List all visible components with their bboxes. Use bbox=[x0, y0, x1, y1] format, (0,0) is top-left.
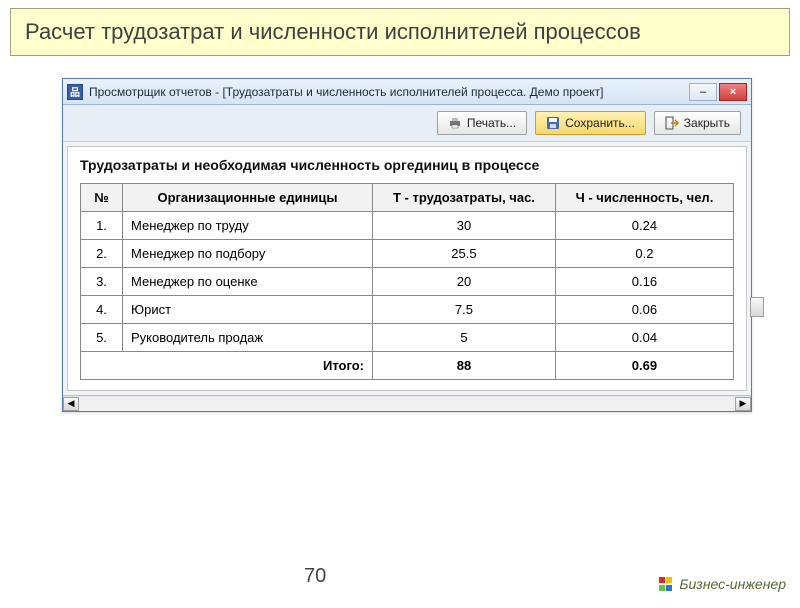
horizontal-scrollbar[interactable]: ◀ ▶ bbox=[63, 395, 751, 411]
cell-unit: Менеджер по оценке bbox=[123, 268, 373, 296]
close-window-button[interactable]: × bbox=[719, 83, 747, 101]
window-controls: – × bbox=[689, 83, 747, 101]
toolbar: Печать... Сохранить... Закрыть bbox=[63, 105, 751, 142]
table-row: 5.Руководитель продаж50.04 bbox=[81, 324, 734, 352]
cell-count: 0.04 bbox=[555, 324, 733, 352]
scroll-right-icon[interactable]: ▶ bbox=[735, 397, 751, 411]
cell-count: 0.2 bbox=[555, 240, 733, 268]
cell-unit: Менеджер по подбору bbox=[123, 240, 373, 268]
total-count: 0.69 bbox=[555, 352, 733, 380]
cell-count: 0.16 bbox=[555, 268, 733, 296]
cell-num: 3. bbox=[81, 268, 123, 296]
titlebar: 品 Просмотрщик отчетов - [Трудозатраты и … bbox=[63, 79, 751, 105]
cell-unit: Юрист bbox=[123, 296, 373, 324]
vertical-scrollbar-stub[interactable] bbox=[750, 297, 764, 317]
footer-brand: Бизнес-инженер bbox=[659, 576, 786, 592]
print-button-label: Печать... bbox=[467, 116, 516, 130]
report-title: Трудозатраты и необходимая численность о… bbox=[80, 157, 734, 173]
total-labor: 88 bbox=[373, 352, 556, 380]
cell-unit: Руководитель продаж bbox=[123, 324, 373, 352]
cell-labor: 7.5 bbox=[373, 296, 556, 324]
print-icon bbox=[448, 116, 462, 130]
slide-title: Расчет трудозатрат и численности исполни… bbox=[10, 8, 790, 56]
total-label: Итого: bbox=[81, 352, 373, 380]
cell-labor: 20 bbox=[373, 268, 556, 296]
col-labor: Т - трудозатраты, час. bbox=[373, 184, 556, 212]
toolbar-close-button[interactable]: Закрыть bbox=[654, 111, 741, 135]
save-button-label: Сохранить... bbox=[565, 116, 635, 130]
col-num: № bbox=[81, 184, 123, 212]
cell-labor: 5 bbox=[373, 324, 556, 352]
cell-num: 5. bbox=[81, 324, 123, 352]
scroll-left-icon[interactable]: ◀ bbox=[63, 397, 79, 411]
brand-text: Бизнес-инженер bbox=[679, 576, 786, 592]
cell-count: 0.06 bbox=[555, 296, 733, 324]
cell-labor: 25.5 bbox=[373, 240, 556, 268]
cell-labor: 30 bbox=[373, 212, 556, 240]
report-viewer-window: 品 Просмотрщик отчетов - [Трудозатраты и … bbox=[62, 78, 752, 412]
minimize-button[interactable]: – bbox=[689, 83, 717, 101]
table-row: 2.Менеджер по подбору25.50.2 bbox=[81, 240, 734, 268]
table-row: 1.Менеджер по труду300.24 bbox=[81, 212, 734, 240]
save-icon bbox=[546, 116, 560, 130]
table-row: 4.Юрист7.50.06 bbox=[81, 296, 734, 324]
page-number: 70 bbox=[304, 565, 326, 588]
save-button[interactable]: Сохранить... bbox=[535, 111, 646, 135]
table-total-row: Итого:880.69 bbox=[81, 352, 734, 380]
cell-num: 2. bbox=[81, 240, 123, 268]
app-icon: 品 bbox=[67, 84, 83, 100]
scroll-track[interactable] bbox=[79, 397, 735, 411]
labor-table: № Организационные единицы Т - трудозатра… bbox=[80, 183, 734, 380]
print-button[interactable]: Печать... bbox=[437, 111, 527, 135]
cell-num: 1. bbox=[81, 212, 123, 240]
cell-unit: Менеджер по труду bbox=[123, 212, 373, 240]
col-count: Ч - численность, чел. bbox=[555, 184, 733, 212]
report-area: Трудозатраты и необходимая численность о… bbox=[67, 146, 747, 391]
cell-count: 0.24 bbox=[555, 212, 733, 240]
toolbar-close-button-label: Закрыть bbox=[684, 116, 730, 130]
table-row: 3.Менеджер по оценке200.16 bbox=[81, 268, 734, 296]
table-header-row: № Организационные единицы Т - трудозатра… bbox=[81, 184, 734, 212]
col-unit: Организационные единицы bbox=[123, 184, 373, 212]
brand-logo-icon bbox=[659, 577, 673, 591]
cell-num: 4. bbox=[81, 296, 123, 324]
window-title: Просмотрщик отчетов - [Трудозатраты и чи… bbox=[89, 85, 689, 99]
exit-icon bbox=[665, 116, 679, 130]
